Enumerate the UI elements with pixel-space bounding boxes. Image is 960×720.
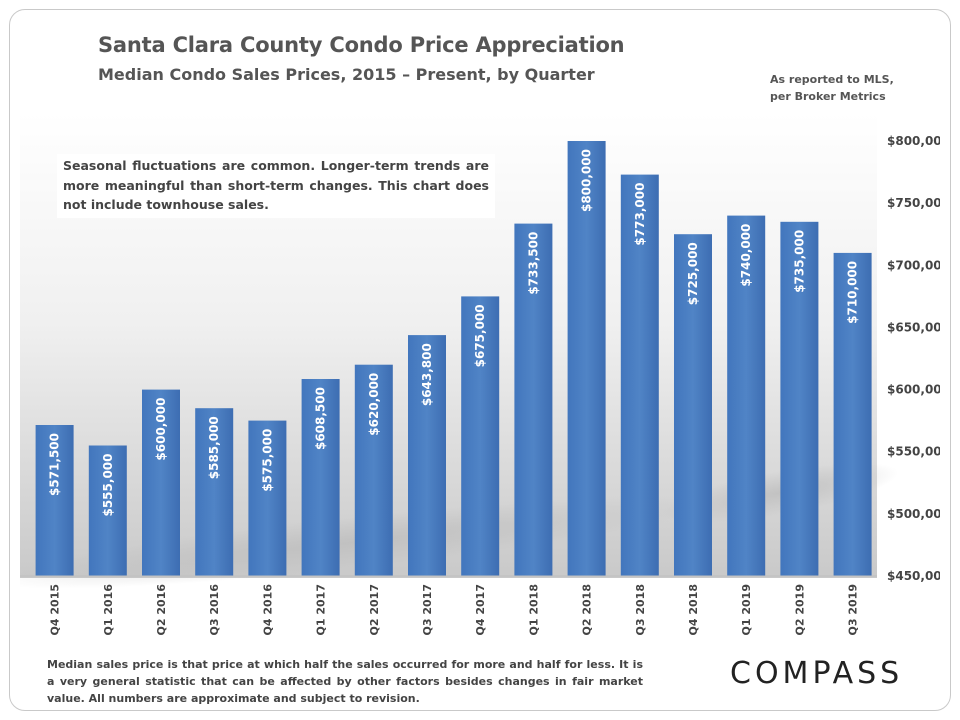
bar-q3-2017 <box>408 335 446 576</box>
bar-q4-2016 <box>248 420 287 576</box>
y-tick-label: $500,000 <box>887 507 940 521</box>
chart-annotation: Seasonal fluctuations are common. Longer… <box>57 154 495 218</box>
data-label: $735,000 <box>792 230 806 293</box>
x-tick-label: Q4 2017 <box>474 584 487 635</box>
x-tick-label: Q2 2018 <box>581 584 594 635</box>
x-tick-label: Q1 2019 <box>740 584 753 635</box>
bar-q4-2015 <box>35 425 74 576</box>
bar-q2-2016 <box>142 389 180 576</box>
x-tick-label: Q3 2017 <box>421 584 434 635</box>
footnote: Median sales price is that price at whic… <box>47 658 643 705</box>
data-label: $643,800 <box>420 343 434 406</box>
data-label: $710,000 <box>846 261 860 324</box>
x-tick-label: Q2 2019 <box>793 584 806 635</box>
source-line-2: per Broker Metrics <box>770 90 886 103</box>
bar-q2-2019 <box>780 221 819 577</box>
y-tick-label: $550,000 <box>887 445 940 459</box>
data-label: $555,000 <box>101 454 115 517</box>
x-tick-label: Q3 2018 <box>634 584 647 635</box>
bar-q1-2019 <box>727 215 766 576</box>
data-label: $733,500 <box>526 232 540 295</box>
data-label: $773,000 <box>633 183 647 246</box>
bar-q3-2019 <box>833 252 872 576</box>
bar-q2-2017 <box>354 364 393 576</box>
data-label: $620,000 <box>367 373 381 436</box>
source-note: As reported to MLS, per Broker Metrics <box>770 71 910 105</box>
data-label: $585,000 <box>207 416 221 479</box>
source-line-1: As reported to MLS, <box>770 73 894 86</box>
x-tick-label: Q4 2018 <box>687 584 700 635</box>
x-tick-label: Q3 2019 <box>847 584 860 635</box>
bar-q3-2016 <box>195 408 234 576</box>
bar-q3-2018 <box>620 174 659 576</box>
data-label: $675,000 <box>473 304 487 367</box>
data-label: $725,000 <box>686 242 700 305</box>
data-label: $800,000 <box>580 149 594 212</box>
chart-subtitle: Median Condo Sales Prices, 2015 – Presen… <box>98 65 595 84</box>
x-tick-label: Q2 2016 <box>155 584 168 636</box>
y-tick-label: $750,000 <box>887 196 940 210</box>
x-tick-label: Q3 2016 <box>208 584 221 636</box>
x-tick-label: Q1 2017 <box>315 584 328 635</box>
data-label: $608,500 <box>314 387 328 450</box>
x-tick-label: Q4 2016 <box>261 584 274 636</box>
y-tick-label: $700,000 <box>887 258 940 272</box>
bar-q2-2018 <box>567 141 606 576</box>
compass-logo: COMPASS <box>730 656 904 691</box>
y-tick-label: $450,000 <box>887 569 940 583</box>
y-tick-label: $650,000 <box>887 320 940 334</box>
y-tick-label: $800,000 <box>887 134 940 148</box>
y-tick-label: $600,000 <box>887 383 940 397</box>
data-label: $600,000 <box>154 398 168 461</box>
chart-title: Santa Clara County Condo Price Appreciat… <box>98 33 625 57</box>
x-tick-label: Q1 2018 <box>527 584 540 635</box>
x-tick-label: Q4 2015 <box>49 584 62 635</box>
bar-q4-2018 <box>674 234 712 576</box>
bar-q4-2017 <box>461 296 500 576</box>
x-tick-label: Q1 2016 <box>102 584 115 636</box>
data-label: $575,000 <box>260 429 274 492</box>
data-label: $740,000 <box>739 224 753 287</box>
bar-q1-2017 <box>301 379 340 576</box>
bar-q1-2016 <box>88 445 127 576</box>
x-tick-label: Q2 2017 <box>368 584 381 635</box>
bar-q1-2018 <box>514 223 553 576</box>
data-label: $571,500 <box>48 433 62 496</box>
